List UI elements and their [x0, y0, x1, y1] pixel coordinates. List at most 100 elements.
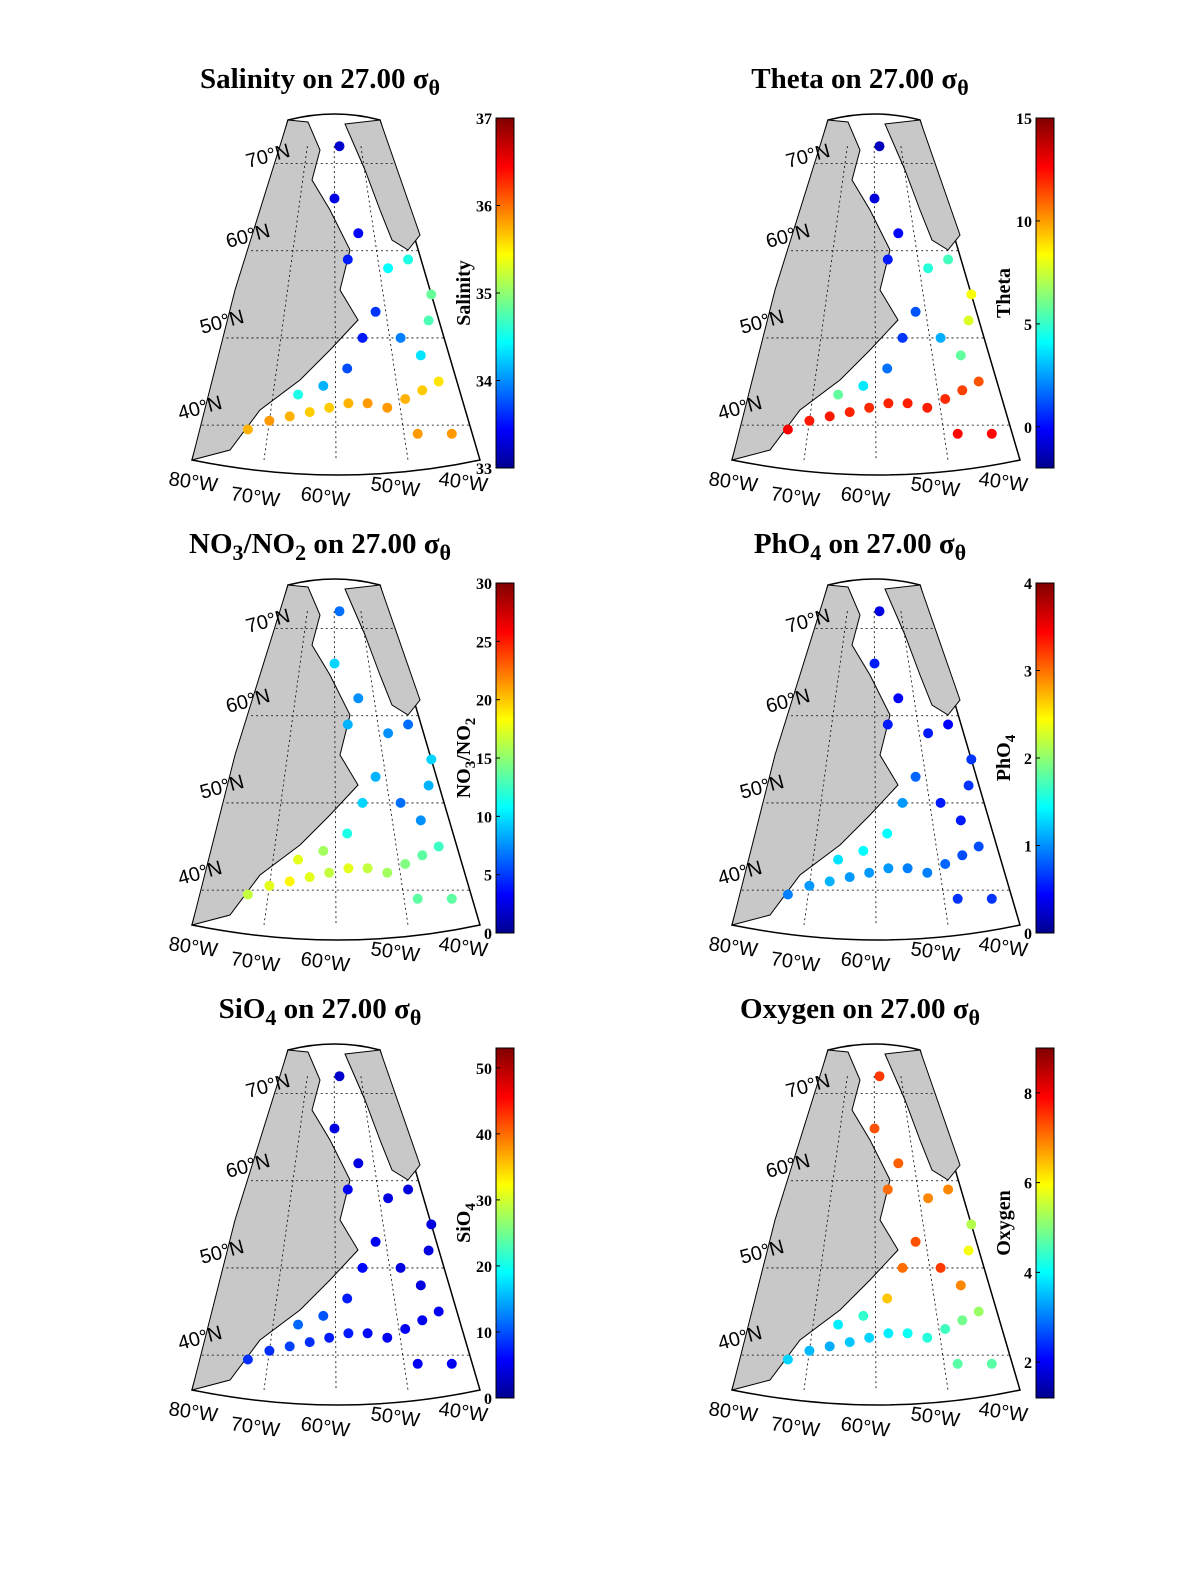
- station-point: [883, 863, 894, 874]
- map-frame: [191, 1043, 481, 1406]
- colorbar-tick: 1: [1024, 839, 1032, 856]
- station-point: [334, 1071, 345, 1082]
- station-point: [902, 1328, 913, 1339]
- panel-title: Theta on 27.00 σθ: [751, 63, 968, 100]
- station-point: [844, 872, 855, 883]
- station-point: [357, 332, 368, 343]
- north-america-land: [731, 584, 899, 926]
- station-point: [952, 1358, 963, 1369]
- station-point: [329, 1123, 340, 1134]
- graticule: [201, 146, 470, 461]
- lon-label: 50°W: [369, 1403, 421, 1432]
- station-point: [382, 867, 393, 878]
- station-point: [334, 606, 345, 617]
- station-point: [952, 893, 963, 904]
- station-points: [242, 141, 457, 439]
- panel-phosphate: PhO4 on 27.00 σθ70°N60°N50°N40°N80°W70°W…: [707, 528, 1055, 977]
- station-point: [403, 1184, 414, 1195]
- colorbar-tick: 3: [1024, 664, 1032, 681]
- station-point: [973, 1306, 984, 1317]
- lon-label: 60°W: [299, 948, 351, 977]
- station-point: [342, 828, 353, 839]
- station-point: [342, 1184, 353, 1195]
- graticule: [741, 611, 1010, 926]
- graticule: [201, 611, 470, 926]
- station-point: [955, 815, 966, 826]
- station-point: [284, 876, 295, 887]
- map-frame: [731, 1043, 1021, 1406]
- station-point: [957, 850, 968, 861]
- colorbar-tick: 30: [476, 576, 492, 593]
- station-point: [935, 1262, 946, 1273]
- station-point: [423, 315, 434, 326]
- station-point: [403, 254, 414, 265]
- station-point: [874, 1071, 885, 1082]
- station-point: [342, 363, 353, 374]
- station-point: [264, 880, 275, 891]
- station-point: [318, 1310, 329, 1321]
- colorbar-tick: 40: [476, 1127, 492, 1144]
- station-point: [362, 1328, 373, 1339]
- station-point: [973, 376, 984, 387]
- colorbar-tick: 5: [484, 868, 492, 885]
- station-point: [893, 693, 904, 704]
- colorbar-label: NO3/NO2: [453, 718, 479, 799]
- greenland-land: [884, 584, 961, 716]
- colorbar-label: Theta: [993, 268, 1015, 318]
- station-point: [400, 1324, 411, 1334]
- station-point: [940, 859, 951, 869]
- station-point: [883, 398, 894, 409]
- panel-title: SiO4 on 27.00 σθ: [219, 993, 422, 1030]
- map-frame: [191, 113, 481, 476]
- station-points: [782, 141, 997, 439]
- station-point: [869, 658, 880, 669]
- station-point: [943, 719, 954, 730]
- colorbar: 8 6 4 2 Oxygen: [993, 1047, 1055, 1399]
- station-point: [902, 398, 913, 409]
- colorbar-tick: 20: [476, 693, 492, 710]
- station-point: [869, 1123, 880, 1134]
- greenland-land: [344, 584, 421, 716]
- station-point: [782, 889, 793, 900]
- panel-salinity: Salinity on 27.00 σθ70°N60°N50°N40°N80°W…: [167, 63, 515, 512]
- greenland-land: [884, 119, 961, 251]
- station-point: [858, 845, 869, 856]
- colorbar: 37 36 35 34 33 Salinity: [453, 111, 515, 478]
- station-point: [343, 863, 354, 874]
- colorbar-tick: 10: [476, 1325, 492, 1342]
- station-point: [923, 1193, 934, 1204]
- station-point: [382, 1332, 393, 1343]
- graticule: [741, 146, 1010, 461]
- colorbar-tick: 4: [1024, 576, 1032, 593]
- station-points: [782, 1071, 997, 1369]
- station-point: [446, 893, 457, 904]
- colorbar-tick: 15: [1016, 111, 1032, 128]
- station-point: [833, 389, 844, 400]
- station-point: [370, 306, 381, 317]
- colorbar-tick: 35: [476, 286, 492, 303]
- lon-label: 50°W: [909, 1403, 961, 1432]
- station-point: [923, 263, 934, 274]
- station-point: [400, 394, 411, 404]
- station-point: [882, 254, 893, 265]
- colorbar-tick: 30: [476, 1193, 492, 1210]
- colorbar: 30 25 20 15 10 5 0 NO3/NO2: [453, 576, 515, 943]
- north-america-land: [191, 119, 359, 461]
- station-point: [963, 780, 974, 791]
- station-point: [383, 263, 394, 274]
- station-point: [966, 1219, 977, 1230]
- station-point: [304, 1337, 315, 1348]
- station-point: [370, 771, 381, 782]
- station-point: [423, 780, 434, 791]
- lon-label: 80°W: [167, 468, 219, 497]
- station-point: [923, 728, 934, 739]
- station-point: [423, 1245, 434, 1256]
- station-point: [902, 863, 913, 874]
- colorbar-tick: 20: [476, 1259, 492, 1276]
- colorbar-tick: 0: [484, 1391, 492, 1408]
- station-point: [395, 1262, 406, 1273]
- station-point: [395, 797, 406, 808]
- station-point: [864, 867, 875, 878]
- station-point: [324, 402, 335, 413]
- station-point: [433, 1306, 444, 1317]
